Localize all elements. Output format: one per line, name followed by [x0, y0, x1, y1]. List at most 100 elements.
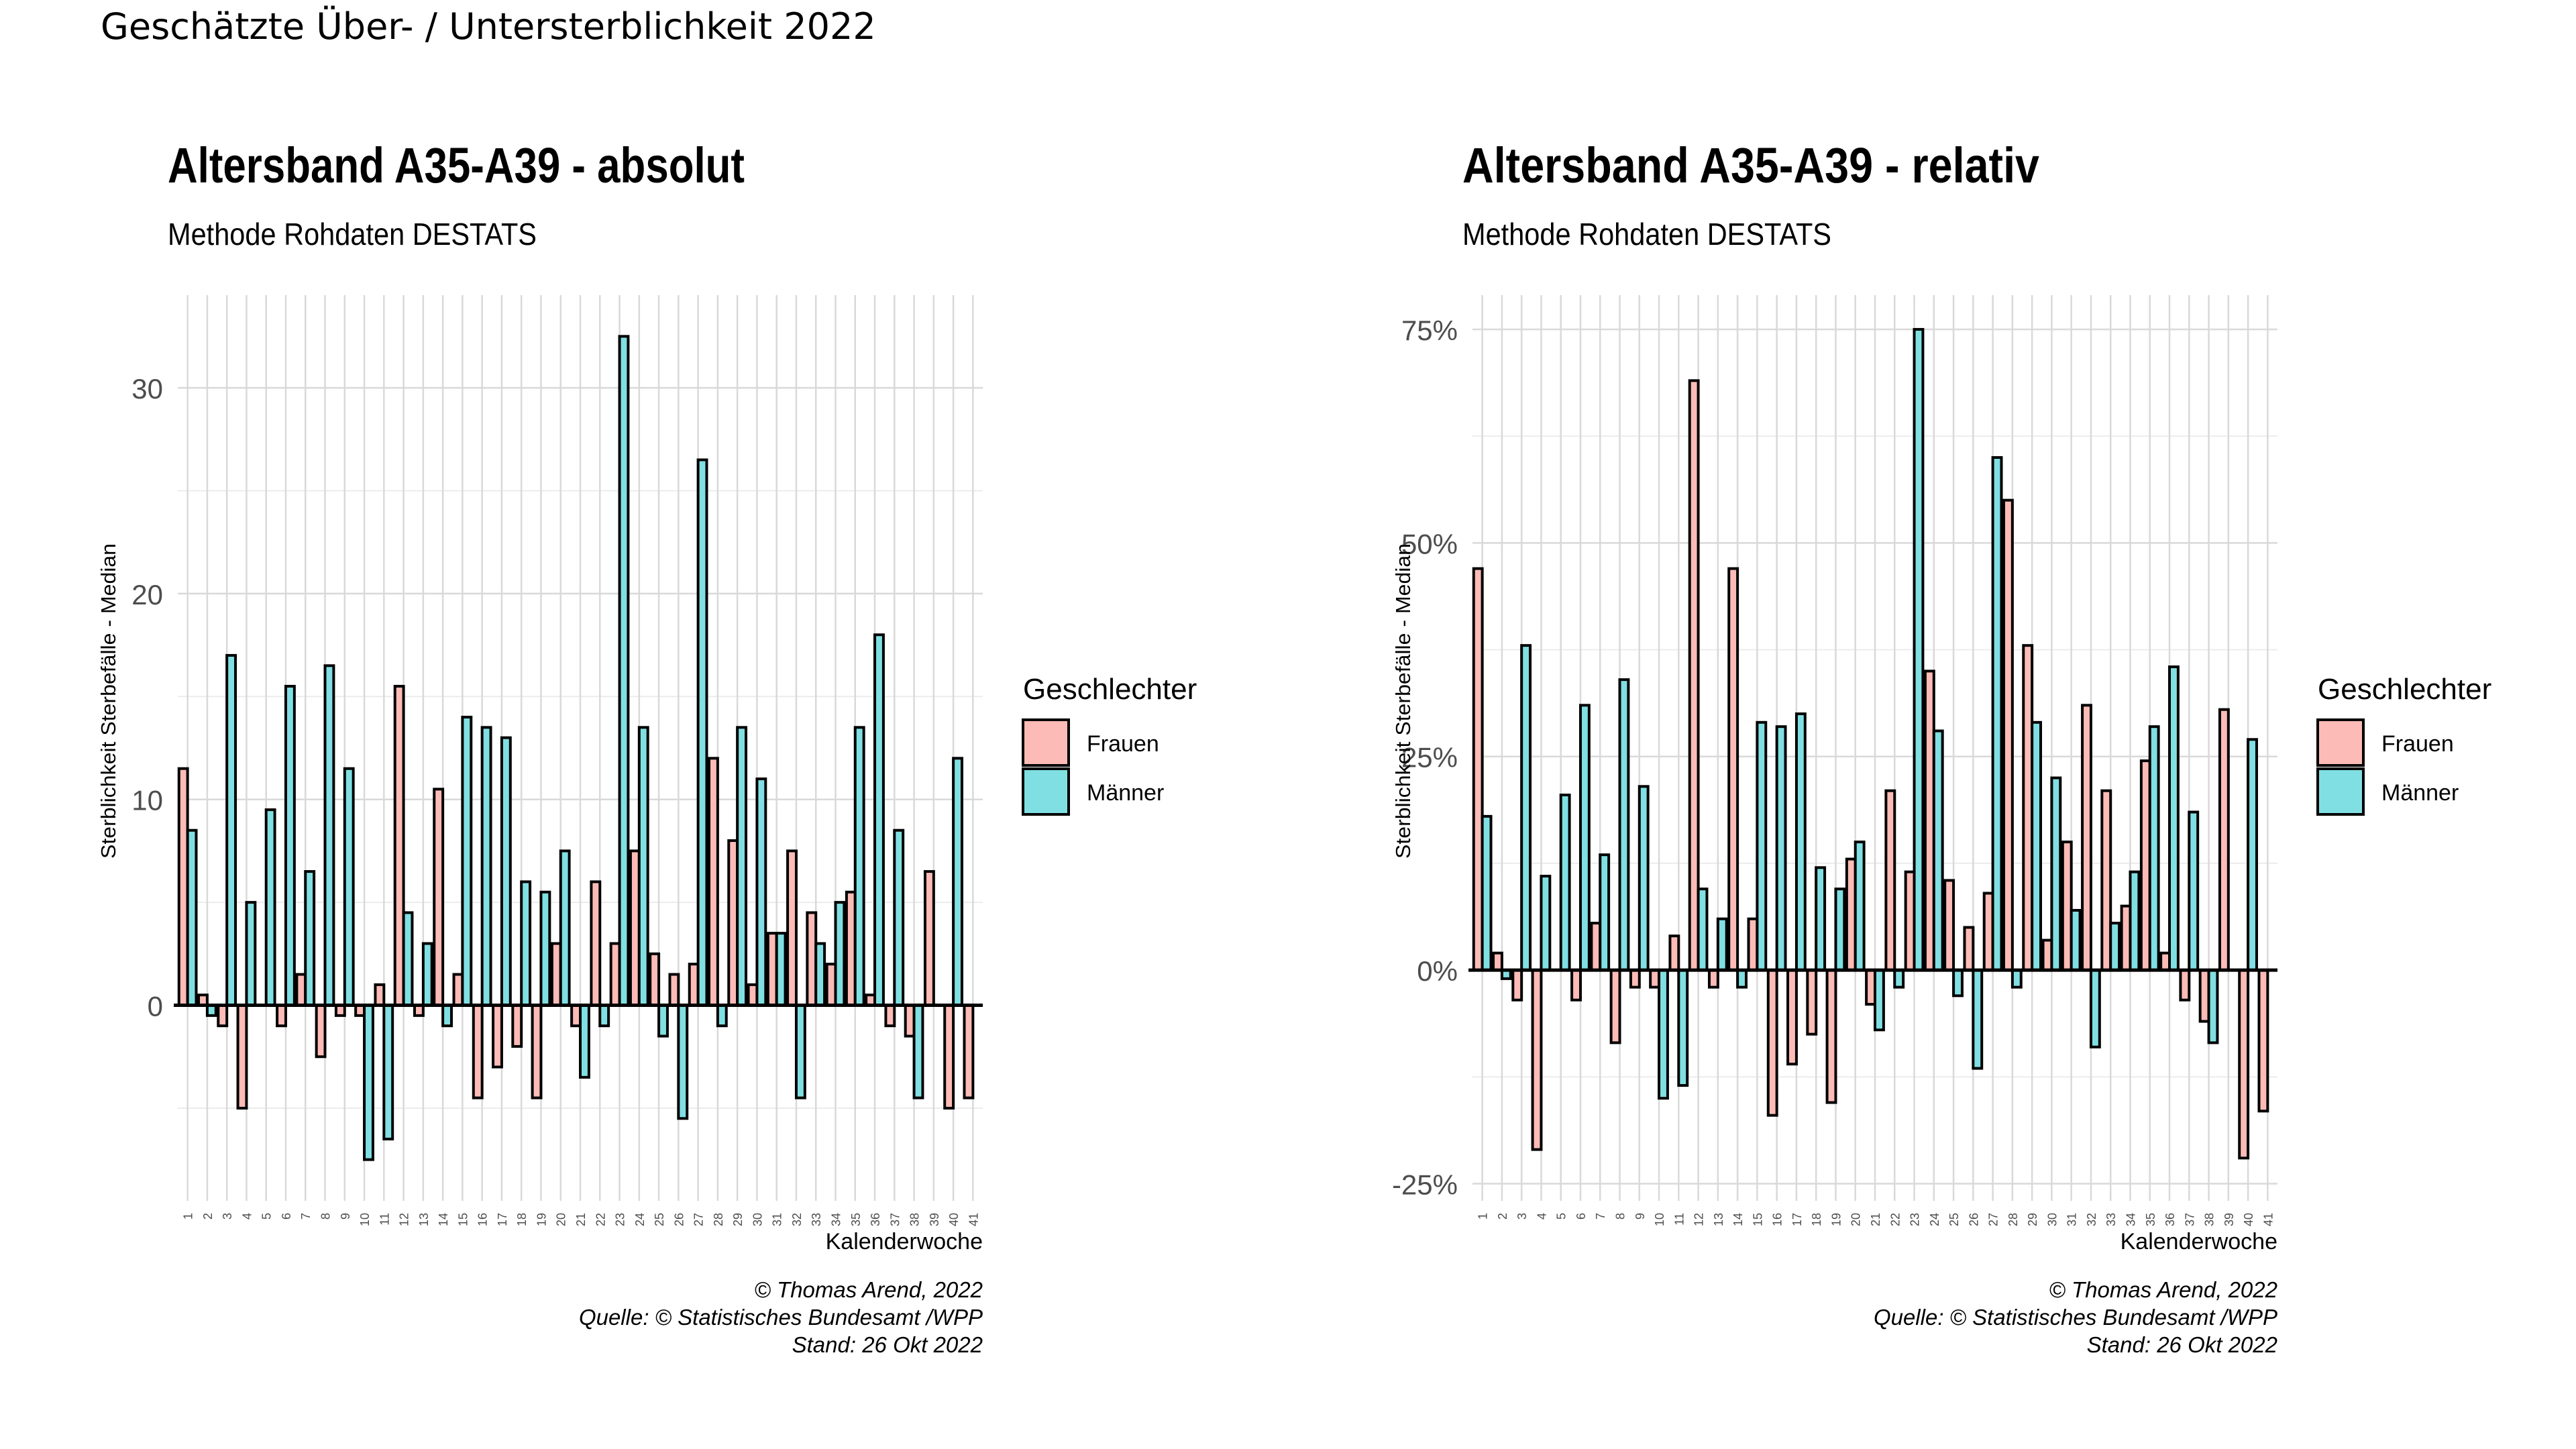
- bar-maenner: [225, 653, 237, 1007]
- x-tick-label: 38: [2203, 1213, 2216, 1226]
- bar-maenner: [2109, 922, 2121, 972]
- y-tick-label: 75%: [1401, 315, 1458, 346]
- bar-maenner: [421, 942, 433, 1007]
- bar-frauen: [590, 880, 602, 1007]
- x-tick-label: 2: [201, 1213, 215, 1220]
- x-tick-label: 19: [535, 1213, 548, 1226]
- x-tick-label: 15: [456, 1213, 470, 1226]
- bar-maenner: [500, 736, 512, 1007]
- bar-maenner: [873, 633, 885, 1007]
- x-tick-label: 22: [1888, 1213, 1902, 1226]
- chart-subtitle: Methode Rohdaten DESTATS: [168, 217, 537, 252]
- bar-maenner: [245, 901, 257, 1007]
- legend-label: Männer: [1087, 780, 1164, 806]
- bar-frauen: [276, 1004, 287, 1028]
- bar-maenner: [2188, 810, 2200, 972]
- x-tick-label: 35: [2144, 1213, 2157, 1226]
- x-tick-label: 28: [712, 1213, 725, 1226]
- bar-maenner: [480, 726, 492, 1007]
- caption-line: Quelle: © Statistisches Bundesamt /WPP: [1874, 1305, 2277, 1330]
- x-tick-label: 23: [614, 1213, 627, 1226]
- bar-frauen: [1688, 379, 1700, 972]
- bar-maenner: [579, 1004, 590, 1079]
- bar-maenner: [696, 458, 708, 1007]
- bar-frauen: [1668, 934, 1680, 972]
- x-tick-label: 33: [810, 1213, 823, 1226]
- chart-title: Altersband A35-A39 - relativ: [1462, 138, 2039, 193]
- bar-maenner: [1854, 841, 1866, 972]
- x-tick-label: 31: [771, 1213, 784, 1226]
- x-tick-label: 8: [319, 1213, 333, 1220]
- bar-frauen: [708, 757, 719, 1007]
- bar-frauen: [1511, 969, 1523, 1002]
- bar-frauen: [2002, 498, 2014, 972]
- x-tick-label: 34: [829, 1213, 843, 1226]
- bar-frauen: [1806, 969, 1818, 1036]
- bar-maenner: [598, 1004, 610, 1028]
- bar-frauen: [1963, 926, 1975, 972]
- x-tick-label: 24: [633, 1213, 647, 1226]
- bar-maenner: [1677, 969, 1689, 1087]
- x-tick-label: 4: [1535, 1213, 1548, 1220]
- x-tick-label: 24: [1928, 1213, 1941, 1226]
- x-tick-label: 16: [1771, 1213, 1784, 1226]
- x-tick-label: 1: [1477, 1213, 1490, 1220]
- legend-title: Geschlechter: [2318, 673, 2491, 706]
- bar-frauen: [472, 1004, 484, 1099]
- bar-maenner: [323, 664, 335, 1007]
- x-tick-label: 25: [653, 1213, 666, 1226]
- x-tick-label: 39: [928, 1213, 941, 1226]
- bar-frauen: [1492, 951, 1503, 972]
- caption-line: Quelle: © Statistisches Bundesamt /WPP: [579, 1305, 983, 1330]
- bar-maenner: [1952, 969, 1964, 998]
- bar-maenner: [1913, 327, 1925, 972]
- bar-frauen: [492, 1004, 503, 1069]
- x-tick-label: 6: [280, 1213, 293, 1220]
- x-tick-label: 10: [358, 1213, 372, 1226]
- x-tick-label: 38: [908, 1213, 922, 1226]
- y-tick-label: 20: [131, 579, 163, 610]
- bar-maenner: [1540, 875, 1552, 972]
- x-tick-label: 33: [2104, 1213, 2118, 1226]
- caption-line: Stand: 26 Okt 2022: [792, 1332, 983, 1357]
- x-tick-label: 7: [299, 1213, 313, 1220]
- bar-maenner: [559, 849, 571, 1007]
- x-tick-label: 30: [2045, 1213, 2059, 1226]
- legend-key-frauen: [1022, 718, 1070, 767]
- y-axis-label: Sterblichkeit Sterbefälle - Median: [97, 543, 120, 859]
- y-tick-label: 50%: [1401, 528, 1458, 559]
- legend-key-frauen: [2316, 718, 2365, 767]
- y-tick-label: 0%: [1417, 955, 1458, 987]
- bar-maenner: [794, 1004, 806, 1099]
- x-tick-label: 39: [2222, 1213, 2236, 1226]
- x-tick-label: 2: [1496, 1213, 1509, 1220]
- bar-frauen: [236, 1004, 248, 1110]
- x-tick-label: 17: [496, 1213, 509, 1226]
- x-tick-label: 30: [751, 1213, 764, 1226]
- x-tick-label: 16: [476, 1213, 490, 1226]
- x-tick-label: 28: [2006, 1213, 2020, 1226]
- x-tick-label: 37: [888, 1213, 902, 1226]
- bar-maenner: [618, 335, 630, 1007]
- y-tick-label: -25%: [1392, 1169, 1458, 1201]
- caption-line: © Thomas Arend, 2022: [2049, 1277, 2277, 1302]
- bar-frauen: [884, 1004, 896, 1028]
- bar-frauen: [315, 1004, 327, 1059]
- bar-maenner: [1618, 678, 1630, 972]
- bar-frauen: [2179, 969, 2191, 1002]
- bar-frauen: [1825, 969, 1837, 1104]
- bar-frauen: [2257, 969, 2269, 1113]
- x-tick-label: 26: [672, 1213, 686, 1226]
- bar-maenner: [893, 828, 905, 1007]
- bar-maenner: [775, 932, 787, 1007]
- x-tick-label: 11: [1672, 1213, 1686, 1226]
- y-tick-label: 0: [148, 991, 163, 1022]
- x-tick-label: 13: [417, 1213, 431, 1226]
- x-tick-label: 10: [1653, 1213, 1666, 1226]
- bar-frauen: [1786, 969, 1798, 1066]
- bar-maenner: [2247, 738, 2258, 972]
- y-tick-label: 25%: [1401, 742, 1458, 773]
- bar-frauen: [786, 849, 798, 1007]
- x-tick-label: 7: [1594, 1213, 1607, 1220]
- bar-maenner: [1893, 969, 1905, 989]
